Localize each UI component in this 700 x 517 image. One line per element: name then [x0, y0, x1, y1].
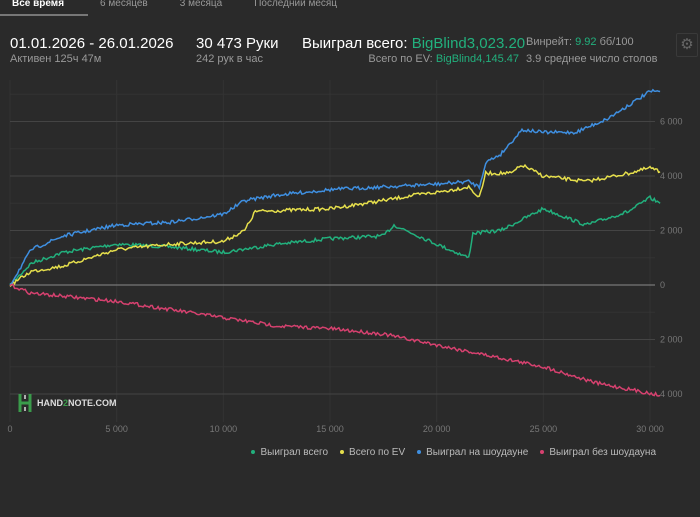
y-tick-label: 4 000	[660, 171, 683, 181]
legend-item[interactable]: Выиграл без шоудауна	[540, 447, 656, 458]
gear-icon[interactable]: ⚙	[676, 33, 698, 57]
legend-label: Всего по EV	[349, 447, 406, 458]
y-tick-label: 2 000	[660, 335, 683, 345]
series-line-0	[9, 194, 661, 287]
won-value: BigBlind3,023.20	[411, 35, 526, 52]
hand2note-logo: HAND2NOTE.COM	[18, 394, 117, 412]
active-time: Активен 125ч 47м	[10, 53, 102, 65]
x-tick-label: 0	[7, 424, 12, 434]
avg-tables: 3.9 среднее число столов	[526, 53, 658, 65]
plot-area	[10, 80, 655, 422]
x-tick-label: 5 000	[105, 424, 128, 434]
period-tabs: Все время 6 месяцев 3 месяца Последний м…	[0, 0, 357, 16]
chart-legend: Выиграл всего Всего по EV Выиграл на шоуда…	[251, 447, 656, 458]
legend-item[interactable]: Выиграл на шоудауне	[417, 447, 528, 458]
won-label: Выиграл всего:	[302, 35, 408, 52]
legend-label: Выиграл без шоудауна	[549, 447, 656, 458]
x-tick-label: 15 000	[316, 424, 344, 434]
legend-dot	[251, 450, 256, 455]
legend-dot	[540, 450, 545, 455]
logo-icon	[18, 394, 32, 412]
x-tick-label: 30 000	[636, 424, 664, 434]
series-line-1	[9, 163, 661, 287]
x-tick-label: 10 000	[210, 424, 238, 434]
hands-count: 30 473 Руки	[196, 35, 279, 52]
y-tick-label: 4 000	[660, 389, 683, 399]
tab-6-months[interactable]: 6 месяцев	[100, 0, 148, 9]
legend-label: Выиграл всего	[260, 447, 329, 458]
series-line-2	[9, 88, 661, 286]
winrate-unit: бб/100	[599, 36, 634, 48]
legend-item[interactable]: Выиграл всего	[251, 447, 328, 458]
x-tick-label: 20 000	[423, 424, 451, 434]
legend-label: Выиграл на шоудауне	[426, 447, 529, 458]
y-tick-label: 2 000	[660, 226, 683, 236]
tab-all-time[interactable]: Все время	[0, 0, 89, 16]
winrate-value: 9.92	[575, 36, 597, 48]
hands-per-hour: 242 рук в час	[196, 53, 264, 65]
legend-dot	[340, 450, 345, 455]
ev-label: Всего по EV:	[368, 53, 433, 65]
y-tick-label: 6 000	[660, 117, 683, 127]
winrate-label: Винрейт:	[526, 36, 573, 48]
date-range: 01.01.2026 - 26.01.2026	[10, 35, 174, 52]
tab-3-months[interactable]: 3 месяца	[179, 0, 223, 9]
won-total: Выиграл всего: BigBlind3,023.20	[302, 35, 525, 52]
y-tick-label: 0	[660, 280, 665, 290]
ev-value: BigBlind4,145.47	[435, 53, 519, 65]
ev-total: Всего по EV: BigBlind4,145.47	[368, 53, 519, 65]
x-tick-label: 25 000	[530, 424, 558, 434]
series-line-3	[9, 283, 661, 397]
tab-last-month[interactable]: Последний месяц	[254, 0, 338, 9]
winrate: Винрейт: 9.92 бб/100	[526, 36, 634, 48]
legend-dot	[417, 450, 422, 455]
legend-item[interactable]: Всего по EV	[340, 447, 405, 458]
